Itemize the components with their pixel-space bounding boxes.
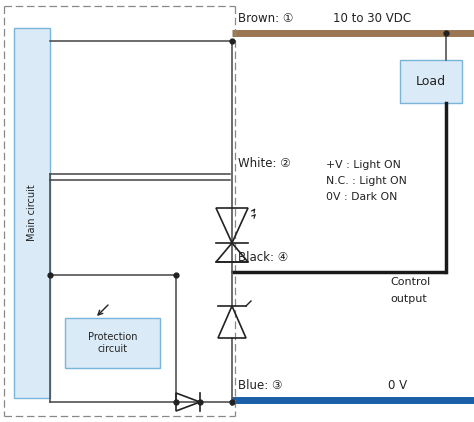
Text: 0V : Dark ON: 0V : Dark ON: [326, 192, 397, 202]
Text: White: ②: White: ②: [238, 157, 291, 170]
Text: Brown: ①: Brown: ①: [238, 12, 293, 25]
Text: Main circuit: Main circuit: [27, 185, 37, 241]
Text: Blue: ③: Blue: ③: [238, 379, 283, 392]
Text: 0 V: 0 V: [388, 379, 407, 392]
Bar: [14, 28, 50, 398]
Text: Black: ④: Black: ④: [238, 251, 288, 264]
Bar: [400, 60, 462, 103]
Text: +V : Light ON: +V : Light ON: [326, 160, 401, 170]
Text: Protection
circuit: Protection circuit: [88, 332, 137, 354]
Text: output: output: [390, 294, 427, 304]
Text: Load: Load: [416, 75, 446, 88]
Bar: [65, 318, 160, 368]
Text: N.C. : Light ON: N.C. : Light ON: [326, 176, 407, 186]
Text: 10 to 30 VDC: 10 to 30 VDC: [333, 12, 411, 25]
Text: Control: Control: [390, 277, 430, 287]
